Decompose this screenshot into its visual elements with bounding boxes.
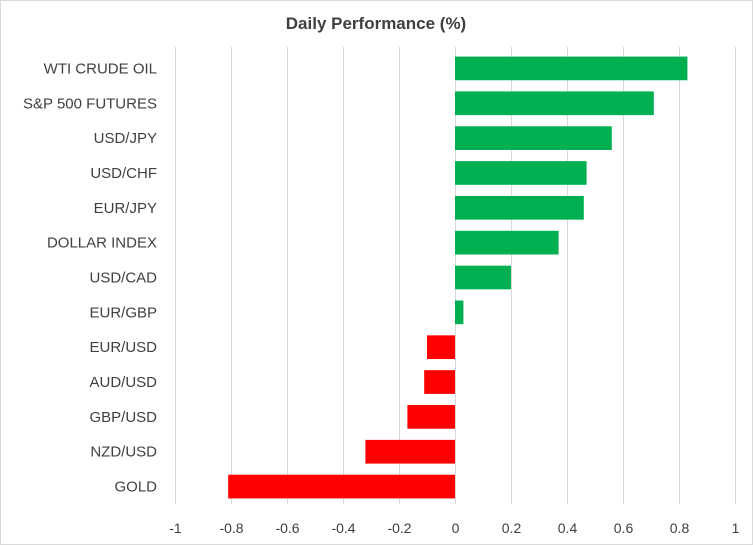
bars [228,56,688,499]
category-label: USD/JPY [94,130,157,147]
x-tick-labels: -1 -0.8 -0.6 -0.4 -0.2 0 0.2 0.4 0.6 0.8 1 [169,520,739,536]
category-label: EUR/JPY [94,200,157,217]
x-tick-label: 0.4 [558,520,578,536]
x-tick-label: 0.8 [670,520,690,536]
bar [424,370,455,394]
bar [455,230,559,255]
x-tick-label: -0.6 [275,520,299,536]
x-tick-label: -0.4 [331,520,355,536]
x-tick-label: -1 [169,520,182,536]
category-label: EUR/GBP [89,304,157,321]
x-tick-label: 1 [732,520,740,536]
bar [455,195,584,220]
category-label: WTI CRUDE OIL [44,60,157,77]
bar [455,126,612,150]
x-tick-label: 0.2 [502,520,522,536]
category-label: GOLD [114,479,157,496]
bar [427,335,455,360]
category-label: AUD/USD [89,374,157,391]
category-label: EUR/USD [89,339,157,356]
chart-title: Daily Performance (%) [286,14,466,33]
bar [455,161,587,185]
bar [407,405,455,429]
category-label: GBP/USD [89,409,157,426]
x-tick-label: -0.2 [387,520,411,536]
bar [365,439,455,464]
category-label: USD/CHF [90,165,157,182]
x-tick-label: 0 [452,520,460,536]
category-label: DOLLAR INDEX [47,235,157,252]
x-tick-label: -0.8 [219,520,243,536]
bar [455,91,654,116]
category-label: NZD/USD [90,444,157,461]
bar [455,265,511,290]
bar [455,56,688,81]
bar [228,474,455,499]
x-tick-label: 0.6 [614,520,634,536]
category-label: S&P 500 FUTURES [23,95,157,112]
bar [455,300,464,325]
category-label: USD/CAD [89,270,157,287]
category-labels: WTI CRUDE OIL S&P 500 FUTURES USD/JPY USD/C… [23,60,157,495]
